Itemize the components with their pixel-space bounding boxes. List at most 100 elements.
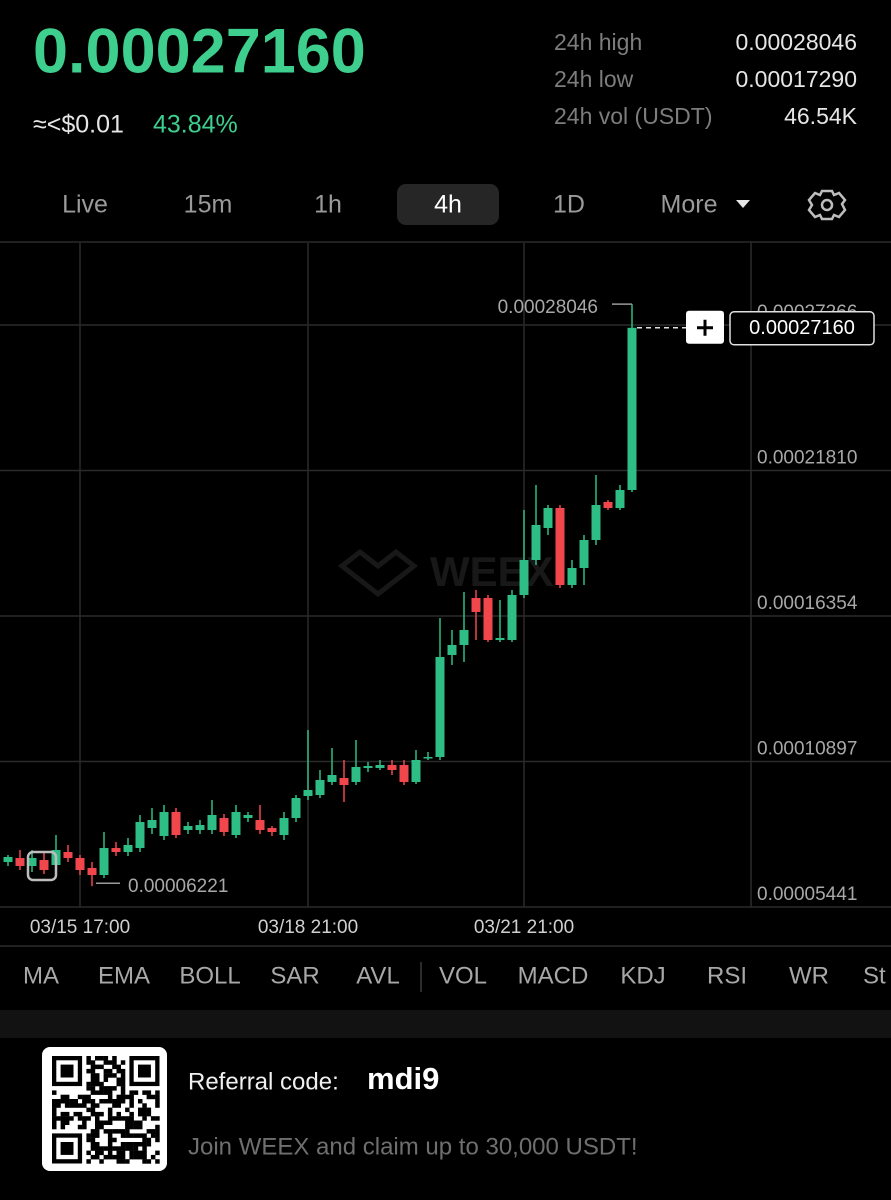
qr-module <box>52 1090 57 1095</box>
interval-tab[interactable]: Live <box>62 191 108 219</box>
qr-module <box>64 1103 70 1108</box>
qr-module <box>86 1056 91 1061</box>
indicator-tab[interactable]: SAR <box>270 962 319 989</box>
qr-module <box>86 1086 91 1091</box>
watermark-logo <box>337 548 419 598</box>
interval-tab-active[interactable]: 4h <box>434 191 462 219</box>
qr-module <box>95 1103 100 1108</box>
interval-tab[interactable]: 1D <box>553 191 585 219</box>
qr-module <box>120 1129 126 1134</box>
qr-module <box>86 1068 91 1074</box>
indicator-tab[interactable]: St <box>863 962 886 989</box>
dropdown-arrow[interactable] <box>736 200 750 208</box>
qr-module <box>95 1146 100 1151</box>
qr-module <box>133 1090 139 1095</box>
qr-module <box>69 1103 74 1108</box>
qr-module <box>107 1090 113 1095</box>
qr-module <box>120 1094 126 1100</box>
qr-module <box>90 1090 96 1095</box>
qr-module <box>116 1077 121 1082</box>
qr-module <box>125 1116 130 1121</box>
candle-body <box>231 812 241 835</box>
indicator-tab[interactable]: VOL <box>439 962 487 989</box>
qr-module <box>129 1150 134 1156</box>
qr-module <box>77 1103 83 1108</box>
referral-label: Referral code: <box>188 1068 339 1095</box>
stat-label: 24h vol (USDT) <box>554 103 712 129</box>
qr-module <box>82 1099 87 1104</box>
stat-label: 24h low <box>554 66 634 92</box>
indicator-tab[interactable]: MACD <box>518 962 589 989</box>
qr-module <box>125 1133 130 1138</box>
low-marker-label: 0.00006221 <box>128 876 228 897</box>
qr-module <box>129 1111 134 1117</box>
qr-module <box>90 1073 96 1078</box>
candle-body <box>615 489 625 508</box>
qr-module <box>64 1099 70 1104</box>
settings-icon[interactable] <box>807 189 847 221</box>
qr-module <box>95 1154 100 1160</box>
qr-module <box>95 1064 100 1070</box>
indicator-tab[interactable]: KDJ <box>620 962 665 989</box>
qr-module <box>103 1099 109 1104</box>
indicator-tab[interactable]: RSI <box>707 962 747 989</box>
qr-module <box>56 1103 61 1108</box>
qr-module <box>64 1111 70 1117</box>
qr-module <box>77 1116 83 1121</box>
qr-module <box>52 1111 57 1117</box>
qr-module <box>120 1133 126 1138</box>
qr-pattern <box>52 1056 160 1164</box>
qr-module <box>142 1133 147 1138</box>
qr-module <box>82 1116 87 1121</box>
qr-module <box>64 1094 70 1100</box>
indicator-bar: MA EMA BOLL SAR AVL VOL MACD KDJ RSI WR St <box>23 962 886 989</box>
qr-module <box>155 1133 160 1138</box>
indicator-tab[interactable]: AVL <box>356 962 400 989</box>
qr-module <box>120 1081 126 1087</box>
qr-module <box>120 1060 126 1065</box>
indicator-tab[interactable]: MA <box>23 962 59 989</box>
qr-module <box>107 1086 113 1091</box>
indicator-tab[interactable]: BOLL <box>179 962 240 989</box>
qr-module <box>155 1094 160 1100</box>
qr-module <box>155 1150 160 1156</box>
qr-module <box>99 1159 104 1164</box>
qr-module <box>125 1120 130 1125</box>
interval-tab[interactable]: 1h <box>314 191 342 219</box>
qr-module <box>103 1086 109 1091</box>
candle-body <box>339 778 349 785</box>
indicator-tab[interactable]: WR <box>789 962 829 989</box>
y-tick-label: 0.00010897 <box>757 739 857 760</box>
indicator-tab[interactable]: EMA <box>98 962 150 989</box>
qr-module <box>125 1107 130 1113</box>
qr-module <box>95 1150 100 1156</box>
interval-tab[interactable]: 15m <box>184 191 233 219</box>
candle-body <box>219 818 229 833</box>
more-tab[interactable]: More <box>661 191 718 219</box>
qr-module <box>150 1094 156 1100</box>
qr-module <box>86 1107 91 1113</box>
qr-module <box>82 1103 87 1108</box>
candle-body <box>579 539 589 568</box>
qr-module <box>155 1129 160 1134</box>
qr-module <box>86 1060 91 1065</box>
qr-module <box>146 1137 152 1143</box>
qr-module <box>103 1129 109 1134</box>
candle-body <box>387 764 397 771</box>
qr-module <box>107 1150 113 1156</box>
y-tick-label: 0.00021810 <box>757 447 857 468</box>
qr-module <box>99 1056 104 1061</box>
qr-module <box>120 1086 126 1091</box>
qr-module <box>155 1090 160 1095</box>
qr-module <box>60 1124 66 1130</box>
qr-module <box>120 1090 126 1095</box>
price-change: 43.84% <box>153 111 238 139</box>
candle-body <box>207 814 217 831</box>
qr-module <box>125 1159 130 1164</box>
candle-body <box>123 844 133 853</box>
qr-module <box>120 1073 126 1078</box>
qr-module <box>116 1150 121 1156</box>
qr-module <box>95 1124 100 1130</box>
qr-module <box>142 1146 147 1151</box>
qr-module <box>107 1146 113 1151</box>
